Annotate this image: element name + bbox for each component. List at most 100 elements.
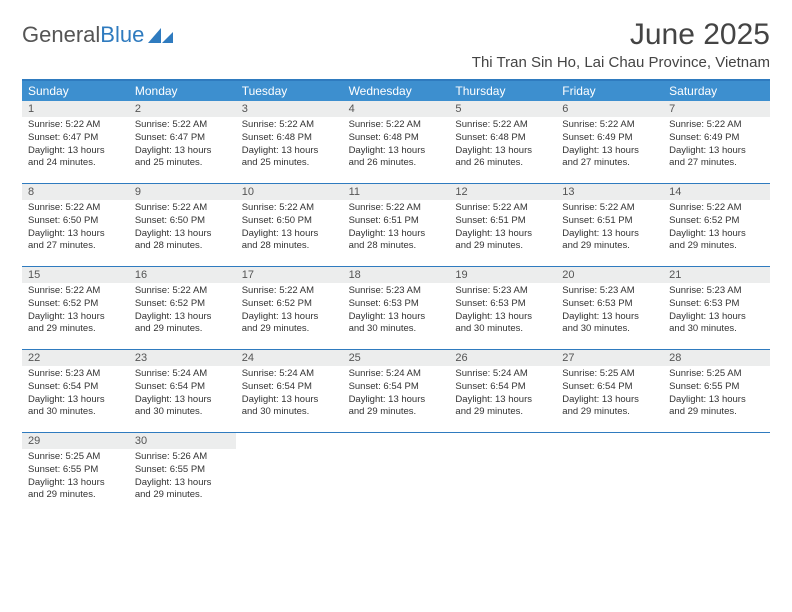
calendar-cell: 23Sunrise: 5:24 AMSunset: 6:54 PMDayligh… [129, 350, 236, 432]
daylight-line: Daylight: 13 hours and 28 minutes. [135, 228, 230, 254]
daylight-line: Daylight: 13 hours and 25 minutes. [242, 145, 337, 171]
daylight-line: Daylight: 13 hours and 27 minutes. [669, 145, 764, 171]
sunset-line: Sunset: 6:54 PM [562, 381, 657, 394]
cell-body: Sunrise: 5:22 AMSunset: 6:49 PMDaylight:… [556, 117, 663, 174]
daylight-line: Daylight: 13 hours and 28 minutes. [242, 228, 337, 254]
sunset-line: Sunset: 6:54 PM [135, 381, 230, 394]
day-header-tuesday: Tuesday [236, 81, 343, 101]
cell-body: Sunrise: 5:23 AMSunset: 6:53 PMDaylight:… [556, 283, 663, 340]
calendar-cell: 7Sunrise: 5:22 AMSunset: 6:49 PMDaylight… [663, 101, 770, 183]
day-number: 6 [556, 101, 663, 117]
calendar-cell [343, 433, 450, 515]
daylight-line: Daylight: 13 hours and 30 minutes. [562, 311, 657, 337]
sunrise-line: Sunrise: 5:22 AM [562, 119, 657, 132]
day-number: 24 [236, 350, 343, 366]
logo-text-1: General [22, 22, 100, 48]
calendar: SundayMondayTuesdayWednesdayThursdayFrid… [22, 79, 770, 515]
sunrise-line: Sunrise: 5:22 AM [455, 119, 550, 132]
sunrise-line: Sunrise: 5:24 AM [242, 368, 337, 381]
day-number: 29 [22, 433, 129, 449]
daylight-line: Daylight: 13 hours and 26 minutes. [455, 145, 550, 171]
week-row: 1Sunrise: 5:22 AMSunset: 6:47 PMDaylight… [22, 101, 770, 183]
cell-body: Sunrise: 5:24 AMSunset: 6:54 PMDaylight:… [236, 366, 343, 423]
day-number: 11 [343, 184, 450, 200]
sunrise-line: Sunrise: 5:22 AM [455, 202, 550, 215]
cell-body: Sunrise: 5:22 AMSunset: 6:52 PMDaylight:… [663, 200, 770, 257]
calendar-cell [556, 433, 663, 515]
sunset-line: Sunset: 6:55 PM [669, 381, 764, 394]
day-header-sunday: Sunday [22, 81, 129, 101]
sunrise-line: Sunrise: 5:22 AM [349, 119, 444, 132]
sunset-line: Sunset: 6:47 PM [135, 132, 230, 145]
cell-body: Sunrise: 5:22 AMSunset: 6:52 PMDaylight:… [236, 283, 343, 340]
sunset-line: Sunset: 6:54 PM [349, 381, 444, 394]
calendar-cell: 9Sunrise: 5:22 AMSunset: 6:50 PMDaylight… [129, 184, 236, 266]
logo-sail-icon [148, 26, 174, 44]
calendar-cell: 12Sunrise: 5:22 AMSunset: 6:51 PMDayligh… [449, 184, 556, 266]
sunset-line: Sunset: 6:53 PM [562, 298, 657, 311]
sunset-line: Sunset: 6:55 PM [135, 464, 230, 477]
cell-body: Sunrise: 5:22 AMSunset: 6:50 PMDaylight:… [129, 200, 236, 257]
sunset-line: Sunset: 6:49 PM [669, 132, 764, 145]
day-number: 2 [129, 101, 236, 117]
cell-body: Sunrise: 5:22 AMSunset: 6:51 PMDaylight:… [343, 200, 450, 257]
calendar-cell: 21Sunrise: 5:23 AMSunset: 6:53 PMDayligh… [663, 267, 770, 349]
day-number: 8 [22, 184, 129, 200]
sunset-line: Sunset: 6:53 PM [669, 298, 764, 311]
sunrise-line: Sunrise: 5:22 AM [349, 202, 444, 215]
cell-body: Sunrise: 5:23 AMSunset: 6:54 PMDaylight:… [22, 366, 129, 423]
day-number: 15 [22, 267, 129, 283]
cell-body: Sunrise: 5:23 AMSunset: 6:53 PMDaylight:… [663, 283, 770, 340]
sunrise-line: Sunrise: 5:22 AM [135, 119, 230, 132]
sunrise-line: Sunrise: 5:25 AM [28, 451, 123, 464]
sunrise-line: Sunrise: 5:25 AM [669, 368, 764, 381]
sunset-line: Sunset: 6:53 PM [455, 298, 550, 311]
weeks-container: 1Sunrise: 5:22 AMSunset: 6:47 PMDaylight… [22, 101, 770, 515]
day-number: 7 [663, 101, 770, 117]
day-number: 14 [663, 184, 770, 200]
calendar-cell: 10Sunrise: 5:22 AMSunset: 6:50 PMDayligh… [236, 184, 343, 266]
week-row: 29 Sunrise: 5:25 AM Sunset: 6:55 PM Dayligh… [22, 432, 770, 515]
daylight-line: Daylight: 13 hours and 30 minutes. [135, 394, 230, 420]
day-number: 4 [343, 101, 450, 117]
day-header-monday: Monday [129, 81, 236, 101]
day-number: 22 [22, 350, 129, 366]
calendar-cell: 16Sunrise: 5:22 AMSunset: 6:52 PMDayligh… [129, 267, 236, 349]
daylight-line: Daylight: 13 hours and 29 minutes. [135, 311, 230, 337]
sunset-line: Sunset: 6:54 PM [28, 381, 123, 394]
cell-body: Sunrise: 5:22 AMSunset: 6:51 PMDaylight:… [449, 200, 556, 257]
day-header-friday: Friday [556, 81, 663, 101]
sunrise-line: Sunrise: 5:24 AM [135, 368, 230, 381]
day-number: 12 [449, 184, 556, 200]
daylight-line: Daylight: 13 hours and 30 minutes. [242, 394, 337, 420]
day-number: 27 [556, 350, 663, 366]
sunset-line: Sunset: 6:51 PM [562, 215, 657, 228]
sunrise-line: Sunrise: 5:23 AM [562, 285, 657, 298]
sunrise-line: Sunrise: 5:23 AM [349, 285, 444, 298]
calendar-cell: 29Sunrise: 5:25 AMSunset: 6:55 PMDayligh… [22, 433, 129, 515]
sunrise-line: Sunrise: 5:22 AM [135, 285, 230, 298]
calendar-cell: 8Sunrise: 5:22 AMSunset: 6:50 PMDaylight… [22, 184, 129, 266]
cell-body: Sunrise: 5:26 AMSunset: 6:55 PMDaylight:… [129, 449, 236, 506]
sunset-line: Sunset: 6:50 PM [28, 215, 123, 228]
sunrise-line: Sunrise: 5:22 AM [242, 202, 337, 215]
sunrise-line: Sunrise: 5:24 AM [349, 368, 444, 381]
calendar-cell [449, 433, 556, 515]
calendar-cell [663, 433, 770, 515]
daylight-line: Daylight: 13 hours and 29 minutes. [669, 394, 764, 420]
sunset-line: Sunset: 6:52 PM [135, 298, 230, 311]
calendar-cell: 15Sunrise: 5:22 AMSunset: 6:52 PMDayligh… [22, 267, 129, 349]
day-number: 25 [343, 350, 450, 366]
sunset-line: Sunset: 6:47 PM [28, 132, 123, 145]
week-row: 8Sunrise: 5:22 AMSunset: 6:50 PMDaylight… [22, 183, 770, 266]
calendar-cell: 5Sunrise: 5:22 AMSunset: 6:48 PMDaylight… [449, 101, 556, 183]
cell-body: Sunrise: 5:23 AMSunset: 6:53 PMDaylight:… [343, 283, 450, 340]
sunset-line: Sunset: 6:52 PM [669, 215, 764, 228]
sunset-line: Sunset: 6:50 PM [135, 215, 230, 228]
sunset-line: Sunset: 6:48 PM [242, 132, 337, 145]
daylight-line: Daylight: 13 hours and 29 minutes. [455, 394, 550, 420]
location-text: Thi Tran Sin Ho, Lai Chau Province, Viet… [472, 54, 770, 71]
daylight-line: Daylight: 13 hours and 29 minutes. [28, 477, 123, 503]
calendar-cell: 19Sunrise: 5:23 AMSunset: 6:53 PMDayligh… [449, 267, 556, 349]
logo-text-2: Blue [100, 22, 144, 48]
